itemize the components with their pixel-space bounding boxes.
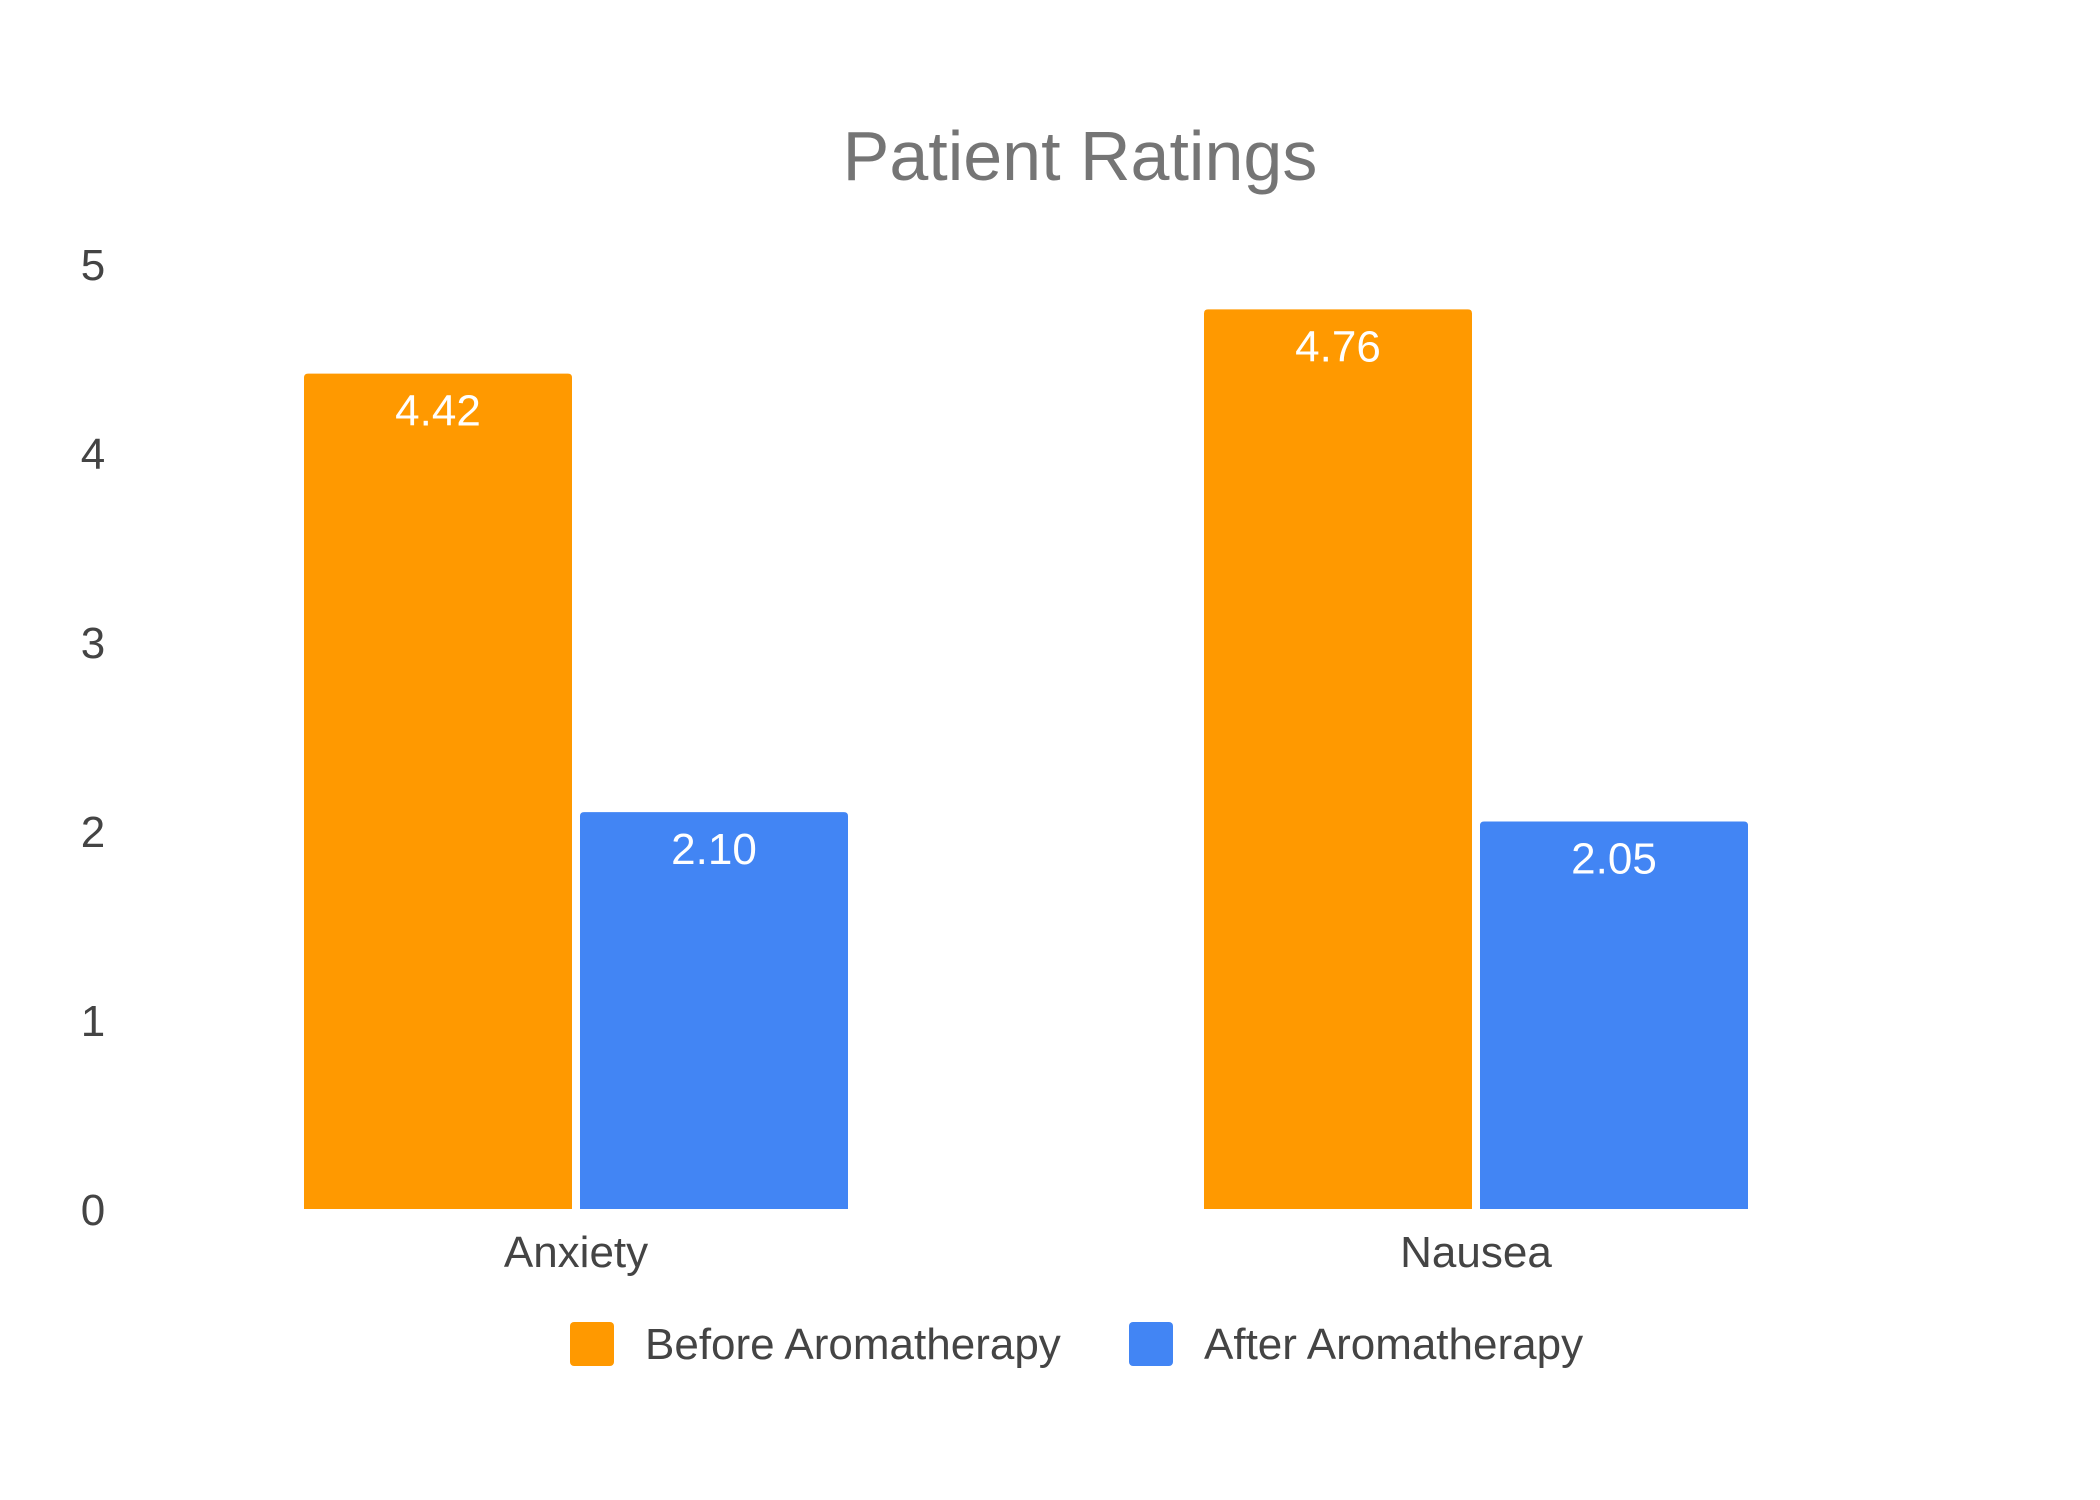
bars <box>304 309 1748 1209</box>
x-category-label: Nausea <box>1400 1228 1552 1277</box>
y-tick-label: 2 <box>81 808 105 857</box>
legend-label: After Aromatherapy <box>1204 1320 1583 1369</box>
bar <box>1480 821 1748 1209</box>
legend-label: Before Aromatherapy <box>645 1320 1061 1369</box>
category-labels: Anxiety Nausea <box>504 1228 1553 1277</box>
bar-value-label: 2.05 <box>1571 835 1657 884</box>
bar <box>304 373 572 1209</box>
chart-title: Patient Ratings <box>843 117 1318 195</box>
y-tick-label: 3 <box>81 619 105 668</box>
bar-value-label: 2.10 <box>671 825 757 874</box>
legend-swatch <box>570 1322 614 1366</box>
y-tick-label: 5 <box>81 241 105 290</box>
legend: Before Aromatherapy After Aromatherapy <box>570 1320 1583 1369</box>
y-tick-label: 4 <box>81 430 105 479</box>
bar-value-label: 4.42 <box>395 387 481 436</box>
bar <box>1204 309 1472 1209</box>
bar-value-label: 4.76 <box>1295 322 1381 371</box>
y-axis-ticks: 0 1 2 3 4 5 <box>81 241 105 1235</box>
value-labels: 4.42 2.10 4.76 2.05 <box>395 322 1657 883</box>
y-tick-label: 0 <box>81 1186 105 1235</box>
bar <box>580 812 848 1209</box>
x-category-label: Anxiety <box>504 1228 648 1277</box>
y-tick-label: 1 <box>81 997 105 1046</box>
legend-swatch <box>1129 1322 1173 1366</box>
